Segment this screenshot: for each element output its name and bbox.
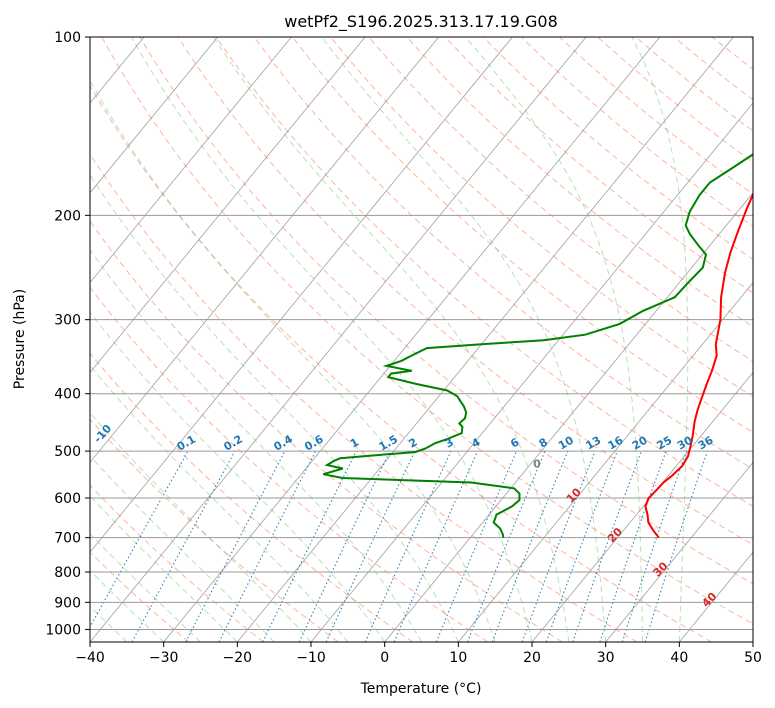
isotherm-zero-label: 0: [533, 458, 541, 471]
moist-adiabat-line: [90, 79, 496, 642]
background-lines: [90, 37, 753, 642]
y-tick-label: 200: [54, 208, 81, 224]
moist-adiabat-line: [131, 37, 533, 642]
y-tick-label: 700: [54, 531, 81, 547]
y-tick-label: 100: [54, 30, 81, 46]
isotherm-line: [90, 37, 587, 642]
dry-adiabat-line: [90, 84, 712, 642]
isotherm-line: [605, 461, 753, 642]
dry-adiabat-line: [253, 37, 753, 470]
moist-adiabat-line: [90, 249, 422, 642]
x-axis: −40 −30 −20 −10 0 10 20 30 40 50: [75, 642, 762, 666]
dry-adiabat-line: [292, 37, 753, 433]
dry-adiabat-line: [90, 484, 264, 642]
dry-adiabat-line: [90, 551, 190, 642]
x-tick-label: 20: [523, 650, 541, 666]
isotherm-line: [90, 37, 366, 374]
dry-adiabat-line: [90, 352, 414, 642]
isotherm-line: [90, 37, 219, 194]
moist-adiabat-line: [90, 533, 201, 642]
mixing-ratio-line: [545, 450, 618, 642]
mixing-ratio-line: [644, 450, 708, 642]
y-tick-label: 900: [54, 595, 81, 611]
y-tick-label: 600: [54, 491, 81, 507]
mixing-ratio-line: [131, 450, 236, 642]
mixing-ratio-line: [218, 450, 317, 642]
moist-adiabat-line: [321, 37, 607, 642]
isotherm-line: [163, 37, 661, 642]
dry-adiabat-line: [90, 153, 638, 642]
y-tick-label: 500: [54, 444, 81, 460]
dry-adiabat-line: [330, 37, 753, 398]
isotherm-line: [310, 102, 753, 642]
isotherm-line: [531, 371, 753, 642]
mixing-ratio-line: [466, 450, 546, 642]
temperature-profile: [644, 191, 753, 539]
x-tick-label: 40: [670, 650, 688, 666]
moist-adiabat-line: [90, 364, 349, 642]
isotherm-line: [458, 282, 753, 642]
y-tick-label: 800: [54, 565, 81, 581]
plot-background: [90, 37, 753, 642]
x-tick-label: −10: [296, 650, 326, 666]
x-axis-label: Temperature (°C): [360, 681, 482, 697]
chart-title: wetPf2_S196.2025.313.17.19.G08: [284, 12, 558, 32]
moist-adiabat-line: [90, 495, 238, 642]
mixing-ratio-line: [621, 450, 688, 642]
isotherm-line: [90, 37, 440, 463]
x-tick-label: −30: [149, 650, 179, 666]
isotherm-line: [90, 37, 292, 284]
dry-adiabat-line: [90, 220, 563, 642]
isotherm-line: [384, 192, 753, 642]
moist-adiabat-line: [465, 37, 643, 642]
mixing-ratio-line: [364, 450, 452, 642]
y-axis-label: Pressure (hPa): [12, 289, 28, 389]
x-tick-label: 30: [597, 650, 615, 666]
mixing-ratio-line: [435, 450, 518, 642]
x-tick-label: −40: [75, 650, 105, 666]
x-tick-label: 10: [449, 650, 467, 666]
moist-adiabat-line: [90, 174, 459, 642]
moist-adiabat-line: [90, 311, 386, 642]
mixing-ratio-line: [599, 450, 667, 642]
mixing-ratio-line: [90, 450, 189, 629]
mixing-ratio-line: [521, 450, 596, 642]
pressure-gridlines: [90, 37, 753, 630]
mixing-ratio-line: [572, 450, 643, 642]
moist-adiabat-line: [213, 37, 570, 642]
isotherm-line: [237, 37, 734, 642]
dry-adiabat-line: [215, 37, 753, 507]
moist-adiabat-line: [90, 569, 165, 642]
y-tick-label: 300: [54, 313, 81, 329]
isotherm-line: [90, 37, 513, 553]
profile-series: [323, 153, 753, 539]
mixing-ratio-line: [491, 450, 569, 642]
x-tick-label: 0: [380, 650, 389, 666]
x-tick-label: 50: [744, 650, 762, 666]
dry-adiabat-line: [90, 418, 339, 642]
y-axis: 100 200 300 400 500 600 700 800 900 1000: [45, 30, 90, 638]
plot-frame: [89, 36, 754, 643]
mixing-ratio-line: [262, 450, 357, 642]
y-tick-label: 400: [54, 387, 81, 403]
dry-adiabat-line: [90, 286, 488, 642]
moist-adiabat-line: [631, 37, 689, 642]
dewpoint-profile: [323, 153, 753, 538]
y-tick-label: 1000: [45, 622, 81, 638]
x-tick-label: −20: [223, 650, 253, 666]
dry-adiabat-line: [177, 37, 753, 546]
mixing-ratio-line: [393, 450, 479, 642]
